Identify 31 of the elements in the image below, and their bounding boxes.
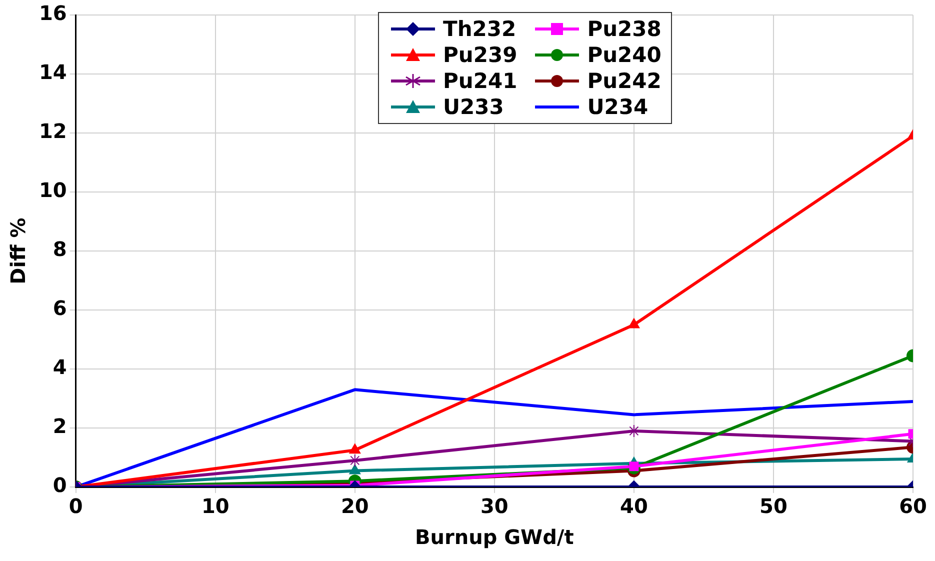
x-tick-label: 40 [620, 494, 648, 518]
y-tick-label: 12 [38, 119, 67, 144]
x-tick-label: 30 [480, 494, 508, 518]
legend-label: Pu238 [587, 17, 662, 41]
y-tick-label: 6 [52, 296, 67, 320]
legend-label: Pu240 [587, 43, 662, 67]
y-tick-label: 14 [38, 60, 67, 84]
point [349, 464, 361, 474]
x-tick-label: 50 [760, 494, 788, 518]
x-tick-label: 60 [899, 494, 927, 518]
legend-label: Th232 [443, 17, 516, 41]
y-tick-label: 8 [52, 237, 67, 262]
point [349, 444, 361, 454]
legend-label: Pu241 [443, 69, 518, 93]
legend-label: U233 [443, 95, 504, 119]
y-axis-title: Diff % [6, 218, 30, 284]
legend-label: Pu242 [587, 69, 662, 93]
x-tick-label: 20 [340, 494, 369, 518]
y-tick-label: 4 [52, 355, 67, 380]
legend-label: U234 [587, 95, 648, 119]
y-tick-label: 10 [38, 178, 67, 202]
point [627, 424, 640, 438]
x-tick-label: 0 [68, 494, 83, 518]
y-tick-label: 2 [52, 414, 67, 438]
point [628, 318, 640, 328]
y-tick-label: 16 [38, 1, 67, 26]
x-tick-label: 10 [201, 494, 230, 518]
point [348, 454, 362, 467]
x-axis-title: Burnup GWd/t [415, 525, 574, 550]
legend-label: Pu239 [443, 43, 518, 67]
y-tick-label: 0 [52, 473, 67, 498]
